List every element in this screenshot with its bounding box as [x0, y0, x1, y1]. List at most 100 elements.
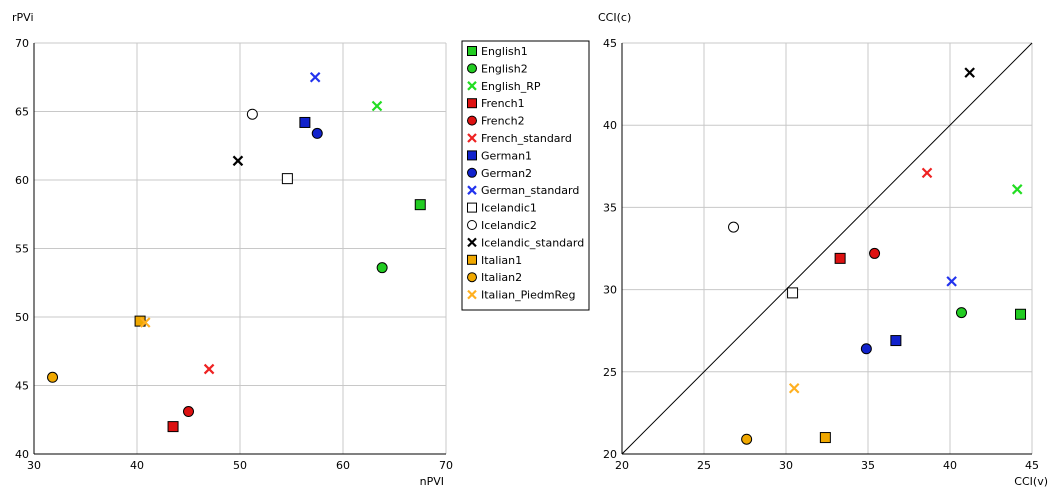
point-german1: [299, 116, 311, 128]
x-axis-label: CCI(v): [1014, 475, 1048, 488]
legend-item-icelandic-standard: Icelandic_standard: [467, 236, 584, 249]
legend-item-german-standard: German_standard: [467, 184, 579, 197]
legend-label: English1: [481, 45, 528, 58]
legend-marker-icelandic2: [467, 220, 477, 230]
x-axis-label: nPVI: [420, 475, 444, 488]
x-tick-label: 60: [336, 459, 350, 472]
legend-marker-french-standard: [467, 133, 477, 143]
legend-marker-icelandic1: [467, 202, 477, 213]
legend-item-italian1: Italian1: [467, 254, 522, 267]
legend-label: French_standard: [481, 132, 572, 145]
chart-cci: 20 25 30 35 40 45 20 25 30 35 40 45 CCI(c) CCI(v): [598, 11, 1048, 488]
y-tick-label: 30: [603, 284, 617, 297]
legend-item-french1: French1: [467, 97, 525, 110]
point-icelandic-standard: [232, 155, 244, 167]
legend: English1 English2 English_RP French1 French2…: [461, 40, 590, 311]
legend-label: German_standard: [481, 184, 579, 197]
y-tick-label: 50: [15, 311, 29, 324]
point-italian-piedmreg: [788, 382, 800, 394]
point-english2: [376, 262, 388, 274]
legend-marker-icelandic-standard: [467, 237, 477, 248]
legend-marker-german-standard: [467, 185, 477, 195]
legend-marker-german1: [467, 150, 477, 161]
point-german2: [311, 127, 323, 139]
point-icelandic-standard: [964, 67, 975, 78]
y-tick-label: 45: [15, 380, 29, 393]
legend-label: English2: [481, 62, 528, 75]
point-english-rp: [371, 100, 383, 112]
legend-marker-english1: [467, 46, 477, 56]
legend-label: English_RP: [481, 80, 541, 93]
legend-label: French1: [481, 97, 525, 110]
x-tick-label: 70: [439, 459, 453, 472]
legend-item-german1: German1: [467, 149, 532, 162]
legend-marker-french2: [467, 115, 477, 126]
legend-box: [461, 40, 590, 311]
point-german-standard: [946, 276, 957, 287]
legend-label: Icelandic_standard: [481, 236, 584, 249]
point-german-standard: [309, 71, 321, 83]
point-icelandic2: [728, 221, 740, 233]
point-german2: [860, 343, 872, 355]
point-italian-piedmreg: [139, 317, 151, 328]
legend-item-german2: German2: [467, 167, 532, 180]
x-tick-label: 25: [697, 459, 711, 472]
legend-item-english1: English1: [467, 45, 528, 58]
legend-label: Italian1: [481, 254, 522, 267]
point-icelandic1: [281, 173, 293, 185]
point-italian2: [47, 371, 59, 383]
x-tick-label: 35: [861, 459, 875, 472]
legend-label: Icelandic1: [481, 202, 537, 215]
y-tick-label: 40: [15, 448, 29, 461]
legend-item-english-rp: English_RP: [467, 80, 541, 93]
y-tick-label: 55: [15, 243, 29, 256]
legend-item-italian2: Italian2: [467, 271, 522, 284]
legend-item-french2: French2: [467, 115, 525, 128]
y-tick-label: 35: [603, 201, 617, 214]
legend-marker-italian1: [467, 254, 477, 265]
legend-label: Italian_PiedmReg: [481, 289, 575, 302]
legend-item-icelandic2: Icelandic2: [467, 219, 537, 232]
y-tick-label: 70: [15, 37, 29, 50]
legend-marker-english-rp: [467, 81, 477, 91]
legend-marker-english2: [467, 63, 477, 74]
point-english2: [955, 307, 967, 319]
legend-marker-german2: [467, 167, 477, 178]
legend-label: German2: [481, 167, 532, 180]
legend-label: German1: [481, 149, 532, 162]
diagonal-line: [621, 42, 1033, 455]
y-tick-label: 40: [603, 119, 617, 132]
point-italian1: [819, 432, 831, 444]
y-tick-label: 25: [603, 366, 617, 379]
y-axis-label: CCI(c): [598, 11, 631, 24]
point-french2: [869, 247, 881, 259]
x-tick-label: 30: [779, 459, 793, 472]
point-icelandic1: [787, 287, 799, 299]
point-french2: [183, 406, 194, 418]
point-english1: [1015, 308, 1027, 320]
point-french1: [167, 421, 179, 433]
x-tick-label: 20: [615, 459, 629, 472]
y-tick-label: 45: [603, 37, 617, 50]
x-tick-label: 45: [1025, 459, 1039, 472]
x-tick-label: 40: [943, 459, 957, 472]
point-french-standard: [203, 363, 215, 375]
legend-label: Italian2: [481, 271, 522, 284]
point-french-standard: [921, 167, 933, 179]
point-italian2: [741, 433, 753, 445]
y-tick-label: 60: [15, 174, 29, 187]
legend-item-french-standard: French_standard: [467, 132, 572, 145]
legend-label: Icelandic2: [481, 219, 537, 232]
point-english1: [414, 199, 426, 211]
legend-marker-italian-piedmreg: [467, 289, 477, 300]
y-tick-label: 20: [603, 448, 617, 461]
legend-item-italian-piedmreg: Italian_PiedmReg: [467, 289, 575, 302]
legend-marker-italian2: [467, 272, 477, 283]
legend-label: French2: [481, 115, 525, 128]
x-tick-label: 50: [233, 459, 247, 472]
x-tick-label: 40: [130, 459, 144, 472]
y-tick-label: 65: [15, 106, 29, 119]
legend-item-icelandic1: Icelandic1: [467, 202, 537, 215]
